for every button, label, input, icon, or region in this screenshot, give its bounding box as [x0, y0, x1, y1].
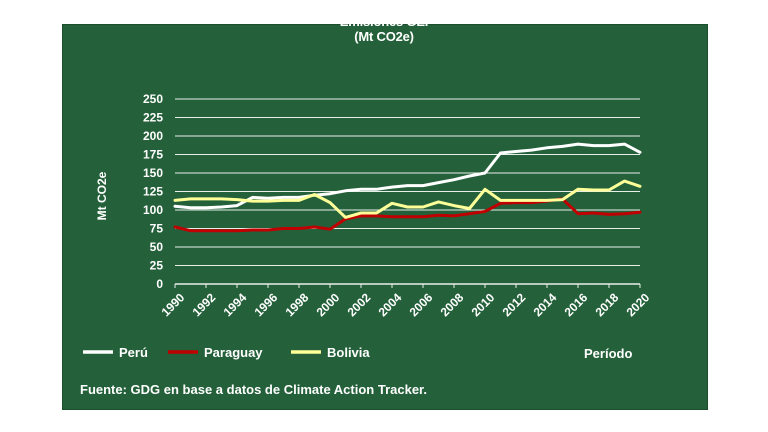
chart-title-block: Emisiones GEI (Mt CO2e): [62, 14, 706, 44]
legend-label: Perú: [119, 345, 148, 360]
y-tick-label: 200: [143, 129, 163, 143]
x-tick-label: 2008: [438, 290, 467, 319]
y-axis-ticks: 0 25 50 75 100 125 150 175 200 225 250: [143, 92, 163, 291]
x-tick-label: 1992: [190, 290, 219, 319]
y-tick-label: 25: [150, 259, 164, 273]
series-line-bolivia: [173, 179, 642, 219]
y-tick-label: 75: [150, 222, 164, 236]
x-tick-label: 2020: [624, 290, 653, 319]
x-tick-label: 2006: [407, 290, 436, 319]
series-line-per: [173, 142, 642, 210]
chart-subtitle: (Mt CO2e): [354, 29, 414, 44]
y-tick-label: 150: [143, 166, 163, 180]
x-tick-label: 2014: [531, 290, 560, 319]
x-axis-label: Período: [584, 346, 632, 361]
chart-title: Emisiones GEI: [339, 14, 429, 29]
x-axis-ticks: 1990 1992 1994 1996 1998 2000 2002 2004 2006 2008…: [159, 284, 653, 319]
y-tick-label: 50: [150, 240, 164, 254]
y-tick-label: 100: [143, 203, 163, 217]
x-tick-label: 2002: [345, 290, 374, 319]
x-tick-label: 2016: [562, 290, 591, 319]
y-tick-label: 225: [143, 111, 163, 125]
x-tick-label: 2010: [469, 290, 498, 319]
x-tick-label: 2000: [314, 290, 343, 319]
series-line-paraguay: [173, 197, 642, 233]
x-tick-label: 2018: [593, 290, 622, 319]
y-tick-label: 0: [156, 277, 163, 291]
series-lines: [173, 142, 642, 233]
legend-label: Bolivia: [327, 345, 370, 360]
y-tick-label: 125: [143, 185, 163, 199]
legend: Perú Paraguay Bolivia: [83, 345, 370, 360]
x-tick-label: 1994: [221, 290, 250, 319]
y-axis-label: Mt CO2e: [95, 171, 109, 220]
y-tick-label: 175: [143, 148, 163, 162]
source-note: Fuente: GDG en base a datos de Climate A…: [80, 382, 428, 397]
x-tick-label: 2004: [376, 290, 405, 319]
grid-lines: [174, 98, 640, 288]
x-tick-label: 1990: [159, 290, 188, 319]
x-tick-label: 1998: [283, 290, 312, 319]
legend-label: Paraguay: [204, 345, 263, 360]
x-tick-label: 2012: [500, 290, 529, 319]
y-tick-label: 250: [143, 92, 163, 106]
x-tick-label: 1996: [252, 290, 281, 319]
